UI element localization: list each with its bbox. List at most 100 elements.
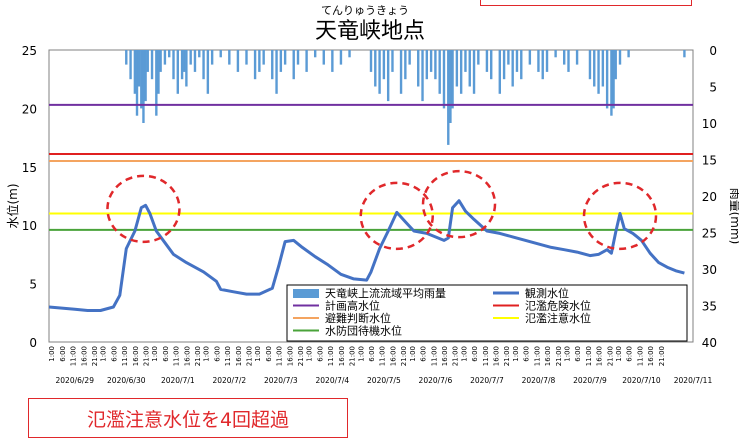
x-date-label: 2020/7/6 bbox=[419, 376, 453, 385]
x-hour-label: 1:00 bbox=[203, 346, 211, 362]
legend-label: 水防団待機水位 bbox=[325, 324, 402, 338]
rain-bar bbox=[185, 50, 188, 87]
x-date-label: 2020/6/29 bbox=[56, 376, 95, 385]
x-hour-label: 21:00 bbox=[400, 346, 408, 366]
y2-tick-label: 10 bbox=[702, 117, 717, 131]
x-hour-label: 16:00 bbox=[235, 346, 243, 366]
rain-bar bbox=[236, 50, 240, 72]
y-tick-label: 0 bbox=[29, 336, 37, 350]
rain-bar bbox=[447, 50, 450, 145]
rain-bar bbox=[150, 50, 154, 80]
rain-bar bbox=[537, 50, 540, 72]
rain-bar bbox=[593, 50, 596, 87]
rain-bar bbox=[198, 50, 201, 58]
rain-bar bbox=[442, 50, 446, 109]
x-hour-label: 11:00 bbox=[585, 346, 593, 366]
x-hour-label: 6:00 bbox=[213, 346, 221, 362]
rain-bar bbox=[159, 50, 162, 72]
rain-bar bbox=[279, 50, 283, 72]
x-hour-label: 1:00 bbox=[512, 346, 520, 362]
x-hour-label: 21:00 bbox=[194, 346, 202, 366]
rain-bar bbox=[313, 50, 317, 58]
rain-bar bbox=[219, 50, 222, 58]
x-date-label: 2020/7/11 bbox=[674, 376, 713, 385]
rain-bar bbox=[421, 50, 424, 102]
y2-tick-label: 5 bbox=[709, 81, 717, 95]
legend-label: 天竜峡上流流域平均雨量 bbox=[325, 286, 446, 300]
rain-bar bbox=[563, 50, 566, 65]
water-level-line bbox=[48, 199, 685, 312]
x-hour-label: 6:00 bbox=[523, 346, 531, 362]
x-date-label: 2020/7/3 bbox=[264, 376, 298, 385]
note-box: 氾濫注意水位を4回超過 bbox=[28, 398, 348, 438]
rain-bar bbox=[449, 50, 452, 123]
rain-bar bbox=[520, 50, 523, 80]
legend-swatch bbox=[293, 289, 319, 298]
rain-bar bbox=[135, 50, 139, 116]
y2-tick-label: 40 bbox=[702, 336, 717, 350]
x-hour-label: 1:00 bbox=[460, 346, 468, 362]
highlight-circle-2 bbox=[359, 181, 435, 251]
rain-bar bbox=[610, 50, 613, 116]
rain-bar bbox=[378, 50, 381, 94]
legend-box bbox=[286, 284, 688, 342]
rain-bar bbox=[468, 50, 471, 87]
top-callout-box bbox=[480, 0, 692, 6]
x-hour-label: 16:00 bbox=[493, 346, 501, 366]
x-date-label: 2020/7/7 bbox=[470, 376, 504, 385]
legend-label: 計画高水位 bbox=[325, 299, 380, 313]
y2-tick-label: 15 bbox=[702, 154, 717, 168]
x-hour-label: 21:00 bbox=[91, 346, 99, 366]
x-hour-label: 6:00 bbox=[626, 346, 634, 362]
highlight-circle-1 bbox=[106, 174, 181, 244]
x-hour-label: 16:00 bbox=[544, 346, 552, 366]
y2-tick-label: 0 bbox=[709, 44, 717, 58]
x-hour-label: 1:00 bbox=[563, 346, 571, 362]
water-level-chart: 天竜峡地点 てんりゅうきょう 0 5 10 15 20 25 0 5 10 15 20 25 30 35 40 水… bbox=[5, 4, 739, 385]
rain-bar bbox=[142, 50, 145, 123]
x-hour-label: 16:00 bbox=[389, 346, 397, 366]
rain-bar bbox=[612, 50, 615, 109]
rain-bar bbox=[374, 50, 377, 87]
x-date-label: 2020/7/10 bbox=[622, 376, 661, 385]
rain-bar bbox=[408, 50, 411, 65]
x-hour-label: 6:00 bbox=[59, 346, 67, 362]
rain-bar bbox=[157, 50, 160, 94]
x-hour-label: 6:00 bbox=[471, 346, 479, 362]
x-hour-label: 11:00 bbox=[276, 346, 284, 366]
rain-bar bbox=[541, 50, 544, 80]
x-date-label: 2020/6/30 bbox=[107, 376, 146, 385]
x-hour-label: 1:00 bbox=[409, 346, 417, 362]
rain-bar bbox=[391, 50, 394, 72]
x-date-label: 2020/7/8 bbox=[522, 376, 556, 385]
x-hour-label: 6:00 bbox=[110, 346, 118, 362]
x-hour-label: 1:00 bbox=[100, 346, 108, 362]
x-hour-label: 11:00 bbox=[173, 346, 181, 366]
rain-bar bbox=[399, 50, 403, 94]
x-hour-label: 16:00 bbox=[441, 346, 449, 366]
rain-bar bbox=[683, 50, 686, 58]
y-tick-label: 10 bbox=[22, 219, 37, 233]
rain-bar bbox=[417, 50, 420, 87]
x-hour-label: 11:00 bbox=[121, 346, 129, 366]
rain-bar bbox=[296, 50, 300, 65]
rain-bar bbox=[133, 50, 137, 94]
rain-bar bbox=[210, 50, 214, 65]
x-hour-label: 6:00 bbox=[316, 346, 324, 362]
rain-bar bbox=[464, 50, 467, 72]
rain-bar bbox=[271, 50, 274, 80]
x-hour-label: 11:00 bbox=[482, 346, 490, 366]
rain-bar bbox=[137, 50, 141, 87]
x-hour-label: 16:00 bbox=[80, 346, 88, 366]
x-hour-label: 1:00 bbox=[615, 346, 623, 362]
highlight-circle-4 bbox=[582, 181, 658, 251]
x-hour-label: 11:00 bbox=[327, 346, 335, 366]
x-hour-label: 1:00 bbox=[357, 346, 365, 362]
rain-bar bbox=[502, 50, 506, 80]
rain-bar bbox=[155, 50, 158, 116]
x-hour-label: 6:00 bbox=[420, 346, 428, 362]
x-hour-label: 1:00 bbox=[254, 346, 262, 362]
rain-bar bbox=[146, 50, 149, 72]
rain-bar bbox=[511, 50, 514, 87]
rain-bar bbox=[245, 50, 248, 65]
